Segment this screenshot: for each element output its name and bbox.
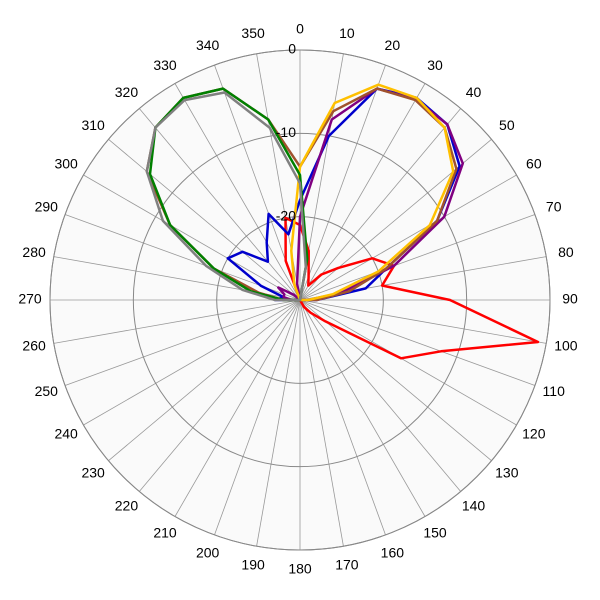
- angle-label: 170: [335, 557, 359, 573]
- angle-label: 280: [22, 244, 46, 260]
- angle-label: 130: [495, 464, 519, 480]
- angle-label: 50: [499, 117, 515, 133]
- spoke: [299, 299, 344, 547]
- angle-label: 40: [466, 84, 482, 100]
- angle-label: 180: [288, 561, 312, 577]
- angle-label: 240: [54, 426, 78, 442]
- series-line: [145, 91, 308, 302]
- spoke: [174, 299, 301, 517]
- spoke: [299, 299, 536, 386]
- angle-label: 70: [546, 198, 562, 214]
- spoke: [108, 138, 301, 301]
- spoke: [299, 299, 492, 462]
- angle-label: 330: [153, 57, 177, 73]
- angle-label: 140: [462, 498, 486, 514]
- angle-label: 310: [81, 117, 105, 133]
- angle-label: 320: [115, 84, 139, 100]
- spoke: [299, 299, 462, 492]
- spoke: [299, 299, 426, 517]
- angle-label: 230: [81, 464, 105, 480]
- radial-label: -20: [276, 207, 296, 223]
- angle-label: 0: [296, 21, 304, 37]
- angle-label: 10: [339, 25, 355, 41]
- spoke: [83, 299, 301, 426]
- spoke: [299, 64, 386, 301]
- series-line: [290, 83, 455, 302]
- angle-label: 110: [543, 383, 566, 399]
- angle-label: 30: [427, 57, 443, 73]
- angle-label: 270: [18, 291, 42, 307]
- angle-label: 300: [54, 156, 78, 172]
- spoke: [214, 299, 301, 536]
- angle-label: 290: [35, 198, 59, 214]
- spoke: [83, 174, 301, 301]
- angle-label: 220: [115, 498, 139, 514]
- spoke: [174, 83, 301, 301]
- angle-label: 200: [196, 544, 220, 560]
- angle-label: 90: [562, 291, 578, 307]
- spoke: [299, 299, 386, 536]
- ring: [49, 49, 551, 551]
- angle-label: 60: [526, 156, 542, 172]
- spoke: [256, 299, 301, 547]
- spoke: [64, 299, 301, 386]
- spoke: [108, 299, 301, 462]
- angle-label: 120: [522, 426, 546, 442]
- radial-label: -10: [276, 124, 296, 140]
- angle-label: 350: [241, 25, 265, 41]
- angle-label: 250: [35, 383, 59, 399]
- angle-label: 190: [241, 557, 265, 573]
- spoke: [299, 83, 426, 301]
- spoke: [299, 108, 462, 301]
- angle-label: 80: [558, 244, 574, 260]
- angle-label: 100: [554, 338, 578, 354]
- angle-label: 210: [153, 525, 177, 541]
- ring: [132, 132, 468, 468]
- spoke: [299, 214, 536, 301]
- spoke: [299, 299, 547, 344]
- angle-label: 340: [196, 37, 220, 53]
- angle-label: 160: [381, 544, 405, 560]
- spoke: [299, 174, 517, 301]
- angle-label: 20: [385, 37, 401, 53]
- spoke: [53, 299, 301, 344]
- spoke: [299, 299, 517, 426]
- radial-label: 0: [288, 41, 296, 57]
- spoke: [138, 108, 301, 301]
- angle-label: 260: [22, 338, 46, 354]
- spoke: [138, 299, 301, 492]
- angle-label: 150: [423, 525, 447, 541]
